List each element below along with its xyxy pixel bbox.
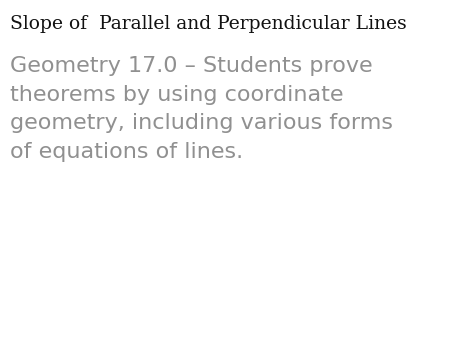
Text: Geometry 17.0 – Students prove
theorems by using coordinate
geometry, including : Geometry 17.0 – Students prove theorems … [10,56,393,162]
Text: Slope of  Parallel and Perpendicular Lines: Slope of Parallel and Perpendicular Line… [10,15,407,33]
